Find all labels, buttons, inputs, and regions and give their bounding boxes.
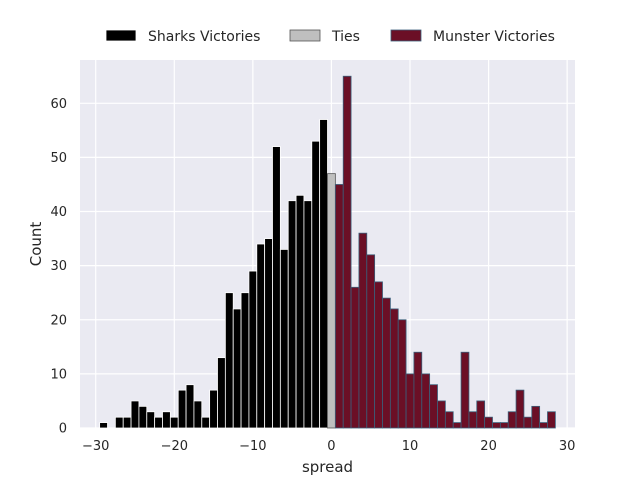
y-tick-label: 0: [59, 422, 67, 437]
bar-munster-victories: [350, 286, 360, 429]
bar-munster-victories: [334, 184, 344, 429]
bar-sharks-victories: [240, 292, 250, 429]
bar-munster-victories: [531, 405, 541, 429]
bar-munster-victories: [468, 411, 478, 429]
y-tick-label: 30: [50, 259, 67, 274]
bar-sharks-victories: [264, 238, 273, 429]
y-tick-label: 50: [50, 151, 67, 166]
bar-munster-victories: [374, 281, 383, 429]
y-tick-label: 10: [50, 367, 67, 382]
bar-munster-victories: [452, 422, 462, 429]
bar-munster-victories: [484, 416, 493, 429]
bar-sharks-victories: [122, 416, 132, 429]
bar-sharks-victories: [287, 200, 297, 429]
bar-munster-victories: [499, 422, 509, 429]
bar-ties: [327, 173, 336, 429]
bar-sharks-victories: [303, 200, 313, 429]
bar-munster-victories: [444, 411, 454, 429]
bar-sharks-victories: [162, 411, 171, 429]
bar-sharks-victories: [146, 411, 156, 429]
bar-sharks-victories: [272, 146, 281, 429]
bar-munster-victories: [405, 373, 415, 429]
bar-sharks-victories: [114, 416, 124, 429]
bar-munster-victories: [421, 373, 431, 429]
bar-sharks-victories: [201, 416, 211, 429]
bar-sharks-victories: [193, 400, 203, 429]
y-tick-labels: 0 10 20 30 40 50 60: [50, 97, 67, 437]
bar-sharks-victories: [177, 389, 187, 429]
x-tick-label: −20: [161, 439, 188, 454]
bar-sharks-victories: [154, 416, 163, 429]
x-tick-label: 30: [559, 439, 576, 454]
bar-munster-victories: [515, 389, 525, 429]
legend-label: Sharks Victories: [148, 29, 260, 45]
bar-sharks-victories: [311, 140, 321, 429]
bar-munster-victories: [389, 308, 399, 429]
bar-munster-victories: [342, 75, 352, 429]
y-tick-label: 20: [50, 313, 67, 328]
bar-sharks-victories: [99, 422, 108, 429]
legend-swatch: [390, 29, 422, 42]
bar-sharks-victories: [295, 194, 305, 429]
x-tick-labels: −30 −20 −10 0 10 20 30: [82, 439, 575, 454]
bar-sharks-victories: [248, 270, 258, 429]
bar-munster-victories: [539, 422, 548, 429]
legend-label: Munster Victories: [433, 29, 555, 45]
bar-sharks-victories: [217, 357, 226, 429]
bar-sharks-victories: [209, 389, 218, 429]
bar-munster-victories: [429, 384, 438, 429]
bar-munster-victories: [358, 232, 368, 429]
y-tick-label: 60: [50, 97, 67, 112]
legend: Sharks Victories Ties Munster Victories: [105, 29, 555, 45]
bar-sharks-victories: [138, 405, 148, 429]
x-tick-label: −10: [239, 439, 266, 454]
y-axis-label: Count: [27, 222, 45, 267]
bar-munster-victories: [476, 400, 486, 429]
legend-swatch: [289, 29, 321, 42]
bar-munster-victories: [413, 351, 423, 429]
bar-sharks-victories: [185, 384, 195, 429]
bars: [99, 75, 556, 429]
bar-sharks-victories: [169, 416, 179, 429]
bar-munster-victories: [547, 411, 556, 429]
bar-sharks-victories: [279, 249, 289, 429]
x-axis-label: spread: [302, 458, 353, 476]
bar-sharks-victories: [319, 119, 328, 429]
bar-sharks-victories: [130, 400, 140, 429]
x-tick-label: 0: [327, 439, 335, 454]
bar-munster-victories: [523, 416, 533, 429]
bar-munster-victories: [397, 319, 407, 429]
legend-swatch: [105, 29, 137, 42]
x-tick-label: 20: [480, 439, 497, 454]
bar-sharks-victories: [256, 243, 266, 429]
bar-munster-victories: [382, 297, 391, 429]
bar-sharks-victories: [232, 308, 242, 429]
bar-sharks-victories: [224, 292, 234, 429]
legend-label: Ties: [331, 29, 360, 45]
bar-munster-victories: [507, 411, 517, 429]
x-tick-label: 10: [402, 439, 419, 454]
y-tick-label: 40: [50, 205, 67, 220]
bar-munster-victories: [437, 400, 446, 429]
x-tick-label: −30: [82, 439, 109, 454]
bar-munster-victories: [460, 351, 470, 429]
bar-munster-victories: [366, 254, 376, 429]
bar-munster-victories: [492, 422, 501, 429]
